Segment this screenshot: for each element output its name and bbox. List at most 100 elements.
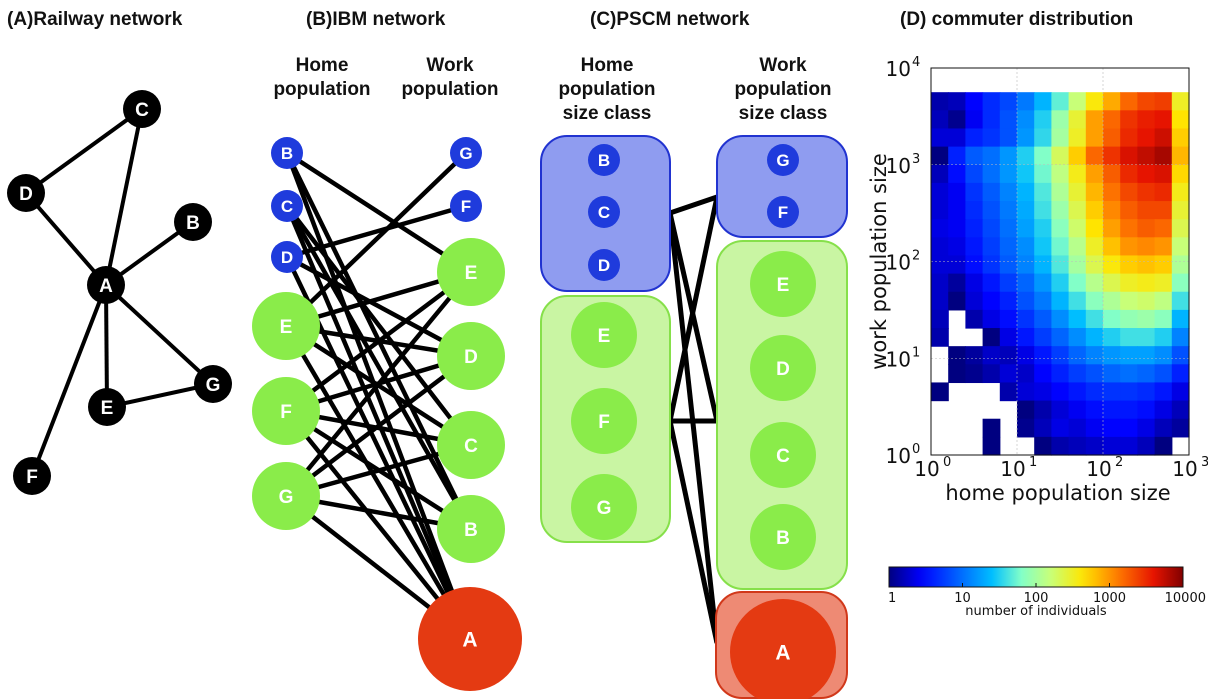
heatmap-cell (1137, 110, 1156, 130)
panel-c-home-header: Home population size class (558, 55, 655, 124)
heatmap-cell (931, 164, 949, 184)
heatmap-cell (948, 146, 966, 166)
heatmap-cell (1120, 237, 1138, 257)
pscm-home-node-g-label: G (597, 498, 612, 519)
heatmap-cell (1034, 201, 1052, 220)
pscm-home-node-c-label: C (598, 203, 610, 222)
heatmap-cell (999, 219, 1018, 238)
heatmap-cell (982, 219, 1001, 238)
heatmap-cell (965, 364, 984, 384)
railway-node-g-circle (194, 365, 232, 403)
heatmap-cell (1017, 328, 1035, 347)
heatmap-cell (1034, 328, 1052, 347)
colorbar-tick-label: 100 (1024, 591, 1049, 606)
heatmap-cell (965, 128, 984, 148)
heatmap-cell (999, 128, 1018, 148)
heatmap-cell (982, 418, 1001, 438)
heatmap-cell (1103, 346, 1121, 365)
heatmap-cell (1103, 92, 1121, 111)
heatmap-cell (1171, 309, 1190, 329)
heatmap-cell (1137, 219, 1156, 238)
ibm-work-node-e-circle (437, 238, 505, 306)
heatmap-cell (1120, 146, 1138, 166)
header-line: size class (739, 103, 828, 124)
heatmap-cell (999, 382, 1018, 402)
heatmap-cell (1103, 110, 1121, 130)
heatmap-cell (1068, 164, 1087, 184)
heatmap-cell (1034, 291, 1052, 311)
colorbar-tick-label: 1 (888, 591, 896, 606)
heatmap-cell (1085, 364, 1104, 384)
heatmap-cell (1120, 273, 1138, 293)
heatmap-cell (999, 110, 1018, 130)
railway-node-b-circle (174, 203, 212, 241)
heatmap-cell (1103, 328, 1121, 347)
heatmap-cell (1085, 400, 1104, 420)
heatmap-cell (1120, 201, 1138, 220)
heatmap-cell (1154, 182, 1173, 202)
heatmap-cell (1017, 182, 1035, 202)
heatmap-cell (1171, 146, 1190, 166)
heatmap-cell (931, 237, 949, 257)
heatmap-cell (1171, 92, 1190, 111)
heatmap-cell (1154, 400, 1173, 420)
heatmap-cell (1085, 382, 1104, 402)
ibm-work-node-b-label: B (464, 520, 478, 541)
heatmap-cell (1103, 273, 1121, 293)
pscm-work-node-c-circle (750, 422, 816, 488)
railway-node-e-circle (88, 388, 126, 426)
heatmap-cell (1120, 400, 1138, 420)
heatmap-cell (1017, 146, 1035, 166)
ibm-edge (284, 324, 472, 641)
pscm-work-node-e-circle (750, 251, 816, 317)
ibm-home-node-f-label: F (280, 402, 292, 423)
heatmap-cell (1171, 128, 1190, 148)
x-tick-exponent: 0 (943, 455, 951, 470)
heatmap-cell (1085, 436, 1104, 456)
heatmap-cell (1017, 273, 1035, 293)
ibm-work-node-d-label: D (464, 347, 478, 368)
heatmap-cell (1068, 219, 1087, 238)
pscm-work-class-box (716, 240, 848, 590)
panel-b-work-header: Work population (401, 55, 498, 100)
heatmap-cell (1103, 237, 1121, 257)
pscm-edge (667, 420, 720, 644)
heatmap-cell (1085, 146, 1104, 166)
heatmap-cell (1068, 273, 1087, 293)
heatmap-cell (965, 92, 984, 111)
pscm-home-node-e-label: E (598, 326, 611, 347)
heatmap-cell (1120, 92, 1138, 111)
railway-node-d-circle (7, 174, 45, 212)
heatmap-cell (1017, 346, 1035, 365)
heatmap-cell (1120, 164, 1138, 184)
header-line: population (273, 79, 370, 100)
heatmap-cell (999, 255, 1018, 275)
heatmap-cell (1034, 400, 1052, 420)
heatmap-cell (931, 291, 949, 311)
heatmap-cell (1017, 92, 1035, 111)
pscm-home-node-c-circle (588, 196, 620, 228)
heatmap-cell (1051, 436, 1070, 456)
heatmap-cell (1137, 128, 1156, 148)
heatmap-cell (1171, 400, 1190, 420)
heatmap-cell (999, 164, 1018, 184)
pscm-work-node-a-label: A (775, 642, 790, 665)
ibm-home-node-d-circle (271, 241, 303, 273)
heatmap-cell (931, 273, 949, 293)
ibm-work-node-f-circle (450, 190, 482, 222)
railway-edge (104, 108, 144, 286)
pscm-work-node-f-circle (767, 196, 799, 228)
heatmap-cell (1137, 255, 1156, 275)
heatmap-cell (982, 255, 1001, 275)
railway-node-e-label: E (101, 398, 114, 419)
y-tick-exponent: 4 (912, 55, 920, 70)
heatmap-cell (1068, 364, 1087, 384)
heatmap-cell (1034, 382, 1052, 402)
heatmap-cell (982, 164, 1001, 184)
header-line: Work (426, 55, 474, 76)
pscm-work-class-box (716, 135, 848, 238)
heatmap-cell (1103, 128, 1121, 148)
heatmap-cell (1034, 418, 1052, 438)
header-line: Home (581, 55, 634, 76)
ibm-work-node-f-label: F (461, 197, 471, 216)
